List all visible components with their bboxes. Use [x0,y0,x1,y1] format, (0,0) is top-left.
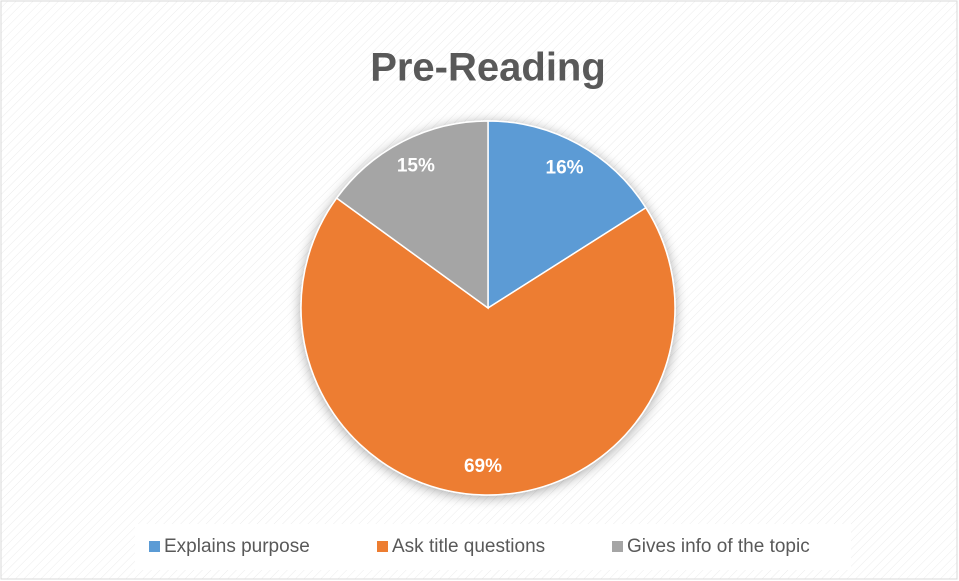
chart-title: Pre-Reading [370,46,606,90]
pie-slice [335,120,489,310]
data-label: 69% [464,456,502,477]
pie [300,120,676,496]
pie-slice [300,197,676,496]
legend-label: Ask title questions [392,536,545,557]
data-label: 15% [397,155,435,176]
data-label: 16% [546,158,584,179]
legend-swatch [612,541,623,552]
legend-swatch [149,541,160,552]
legend-swatch [377,541,388,552]
legend-label: Gives info of the topic [627,536,810,557]
legend-label: Explains purpose [164,536,310,557]
legend [135,524,851,570]
pie-slice [487,120,647,310]
